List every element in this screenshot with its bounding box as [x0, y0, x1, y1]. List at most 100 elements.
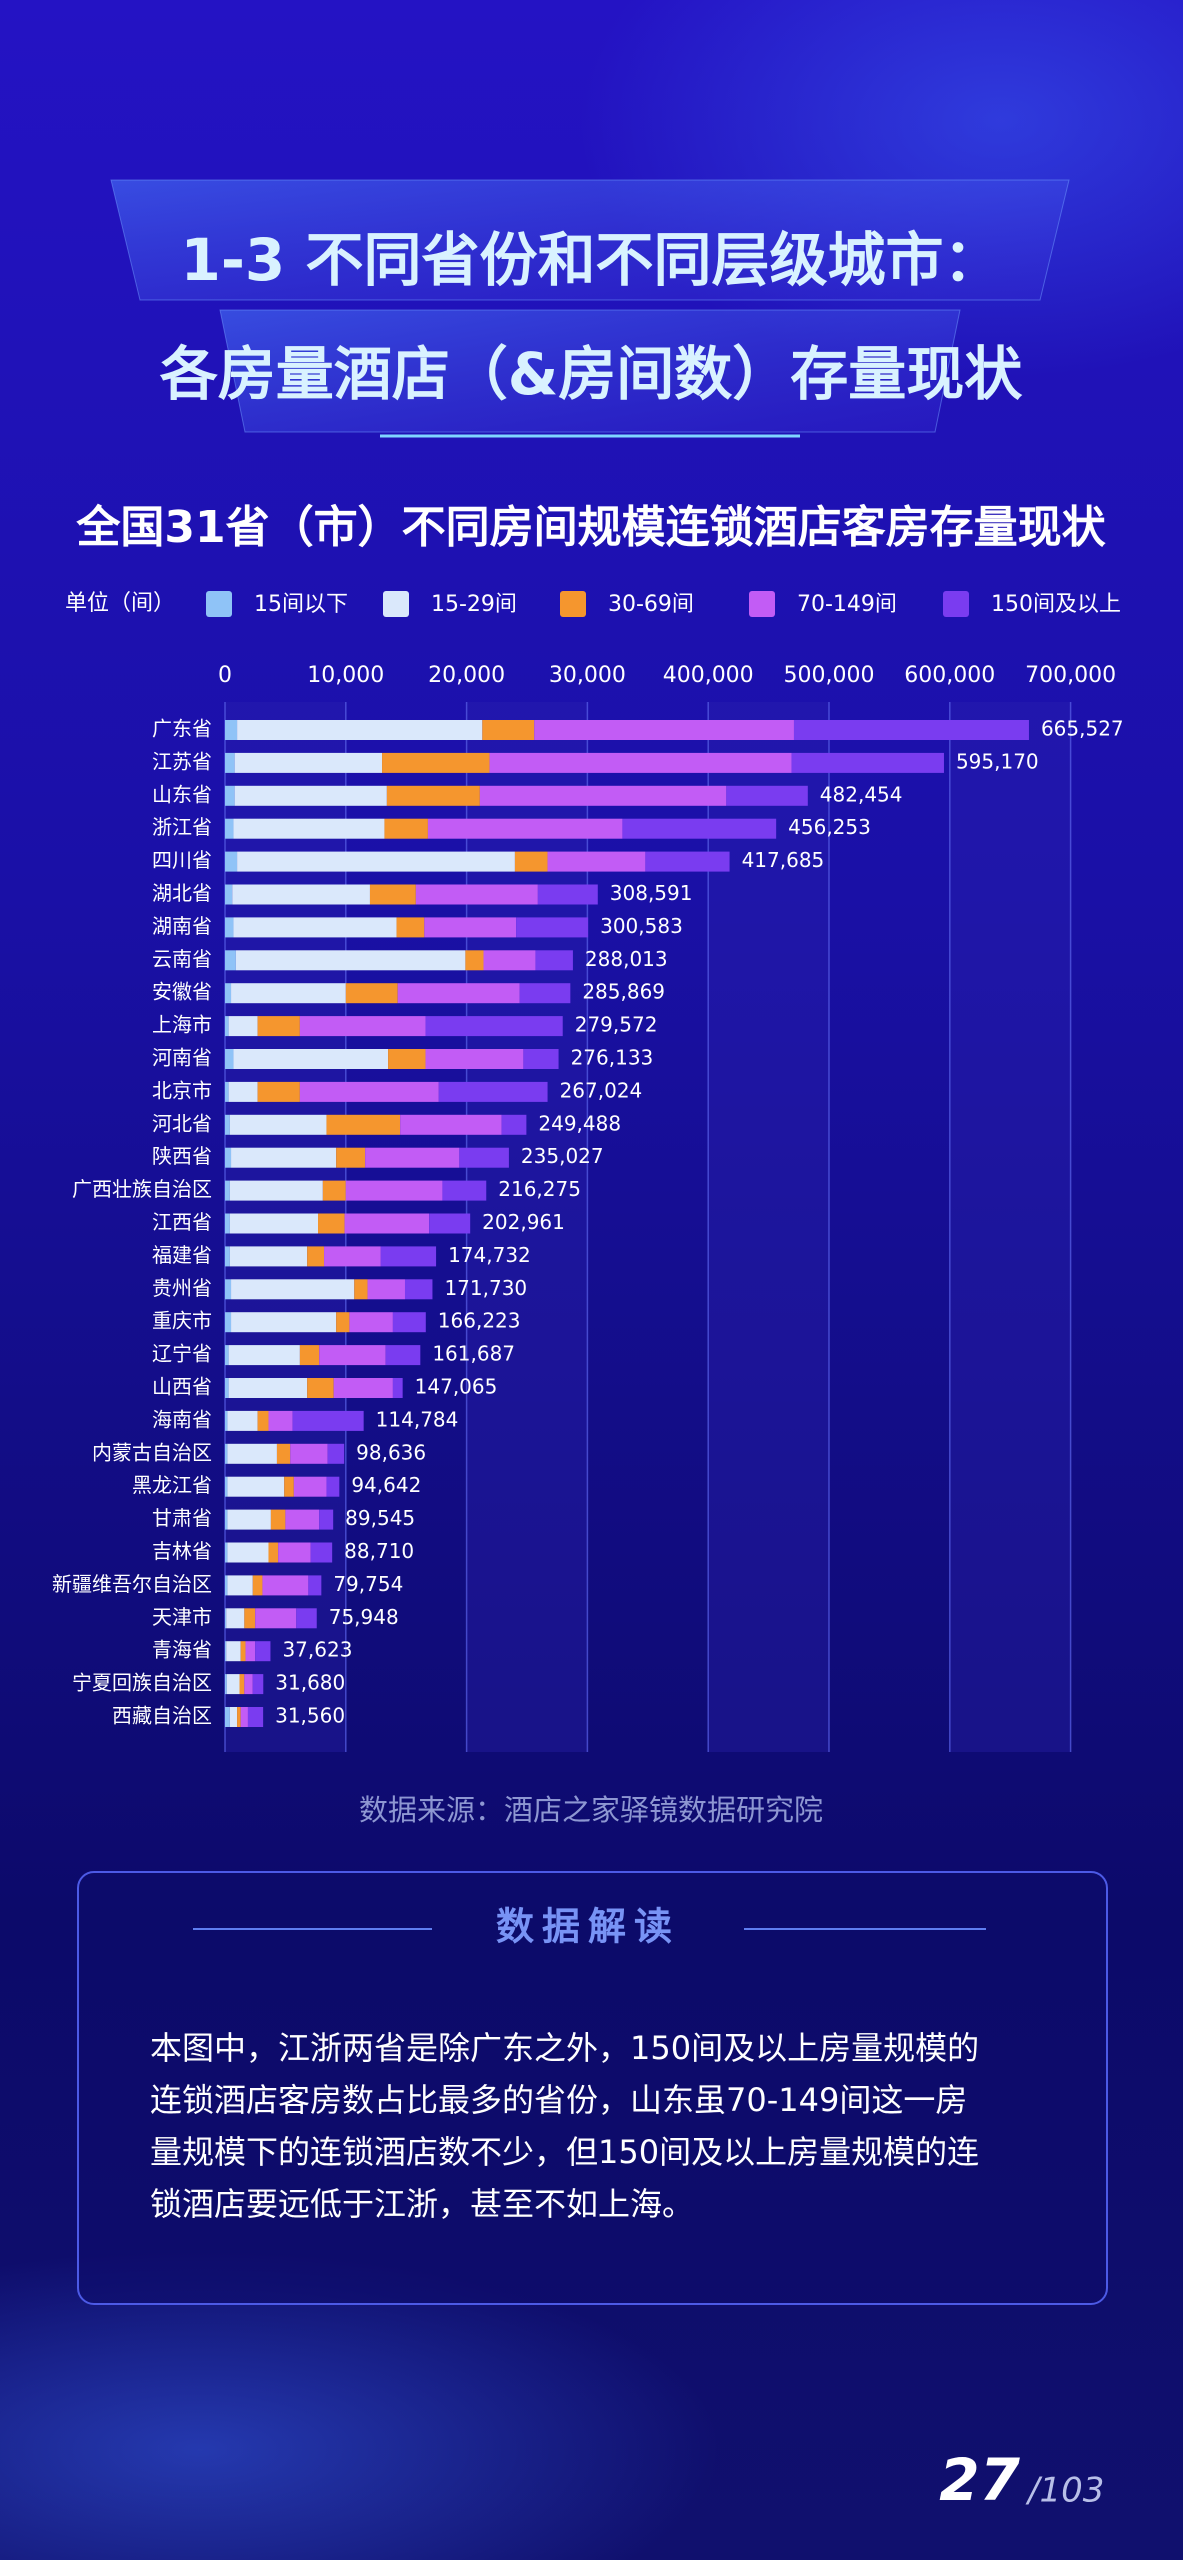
bar-segment: [397, 983, 520, 1004]
y-tick-label: 江西省: [152, 1210, 212, 1234]
bar-segment: [326, 1114, 401, 1135]
background-glow: [0, 2250, 720, 2560]
y-tick-label: 山西省: [152, 1375, 212, 1399]
bar-segment: [276, 1443, 291, 1464]
total-label: 267,024: [560, 1078, 643, 1102]
total-label: 94,642: [351, 1473, 421, 1497]
x-tick-label: 20,000: [428, 663, 505, 688]
y-tick-label: 上海市: [152, 1013, 212, 1037]
bar-segment: [234, 785, 387, 806]
bar-segment: [231, 983, 346, 1004]
bar-segment: [225, 1246, 230, 1267]
bar-segment: [225, 1147, 232, 1168]
x-tick-label: 0: [218, 663, 232, 688]
y-tick-label: 安徽省: [152, 980, 212, 1004]
bar-segment: [257, 1016, 300, 1037]
y-tick-label: 天津市: [152, 1605, 212, 1629]
bar-segment: [442, 1180, 487, 1201]
total-label: 279,572: [575, 1013, 658, 1037]
bar-segment: [345, 1180, 443, 1201]
bar-segment: [225, 1279, 232, 1300]
bar-segment: [225, 851, 238, 872]
bar-segment: [483, 950, 536, 971]
bar-segment: [247, 1707, 264, 1727]
bar-segment: [459, 1147, 509, 1168]
interpretation-line: 本图中，江浙两省是除广东之外，150间及以上房量规模的: [150, 2029, 979, 2067]
bar-segment: [489, 752, 792, 773]
y-tick-label: 西藏自治区: [112, 1704, 212, 1728]
bar-segment: [255, 1641, 271, 1662]
bar-segment: [244, 1608, 256, 1629]
bar-segment: [793, 720, 1029, 740]
interpretation-text: 本图中，江浙两省是除广东之外，150间及以上房量规模的连锁酒店客房数占比最多的省…: [150, 2029, 979, 2223]
y-tick-label: 山东省: [152, 782, 212, 806]
bar-segment: [225, 818, 234, 839]
y-tick-label: 广西壮族自治区: [72, 1177, 212, 1201]
bar-segment: [268, 1542, 279, 1563]
total-label: 482,454: [820, 782, 903, 806]
bar-segment: [225, 1575, 228, 1596]
legend-label: 15-29间: [431, 592, 517, 617]
bar-segment: [231, 1312, 337, 1333]
bar-segment: [227, 1542, 269, 1563]
total-label: 31,680: [275, 1671, 345, 1695]
legend-label: 70-149间: [797, 592, 897, 617]
total-label: 595,170: [956, 749, 1039, 773]
y-tick-label: 新疆维吾尔自治区: [52, 1572, 212, 1596]
bar-segment: [240, 1641, 246, 1662]
x-tick-label: 700,000: [1025, 663, 1116, 688]
bar-segment: [479, 785, 727, 806]
bar-segment: [227, 1443, 277, 1464]
bar-segment: [228, 1016, 258, 1037]
bar-segment: [284, 1476, 294, 1497]
x-tick-label: 500,000: [784, 663, 875, 688]
bar-segment: [482, 720, 535, 740]
bar-segment: [354, 1279, 368, 1300]
legend-swatch: [943, 591, 969, 617]
interpretation-title: 数据解读: [496, 1905, 680, 1949]
total-label: 37,623: [282, 1638, 352, 1662]
y-tick-label: 青海省: [152, 1638, 212, 1662]
page-total: /103: [1025, 2471, 1104, 2511]
bar-segment: [622, 818, 777, 839]
bar-segment: [386, 785, 480, 806]
bar-segment: [535, 950, 573, 971]
bar-segment: [384, 818, 428, 839]
total-label: 161,687: [432, 1342, 515, 1366]
bar-segment: [547, 851, 646, 872]
bar-segment: [233, 1049, 389, 1069]
y-tick-label: 浙江省: [152, 815, 212, 839]
bar-segment: [365, 1147, 460, 1168]
bar-segment: [285, 1509, 320, 1530]
y-tick-label: 河北省: [152, 1111, 212, 1135]
total-label: 216,275: [498, 1177, 581, 1201]
bar-segment: [438, 1081, 548, 1102]
bar-segment: [228, 1081, 258, 1102]
y-tick-label: 吉林省: [152, 1539, 212, 1563]
bar-segment: [385, 1345, 421, 1366]
bar-segment: [225, 1641, 227, 1662]
total-label: 202,961: [482, 1210, 565, 1234]
bar-segment: [225, 1542, 228, 1563]
total-label: 276,133: [571, 1046, 654, 1070]
grid-band: [708, 702, 829, 1752]
bar-segment: [225, 1674, 227, 1695]
bar-segment: [501, 1114, 527, 1135]
total-label: 235,027: [521, 1144, 604, 1168]
x-tick-label: 600,000: [904, 663, 995, 688]
x-tick-label: 400,000: [663, 663, 754, 688]
bar-segment: [404, 1279, 433, 1300]
bar-segment: [228, 1345, 300, 1366]
header-title: 1-3 不同省份和不同层级城市：: [181, 226, 1002, 294]
y-tick-label: 四川省: [152, 848, 212, 872]
bar-segment: [318, 1213, 345, 1234]
legend-label: 30-69间: [608, 592, 694, 617]
total-label: 456,253: [788, 815, 871, 839]
x-tick-label: 30,000: [549, 663, 626, 688]
bar-segment: [225, 1410, 228, 1431]
bar-segment: [225, 1476, 228, 1497]
bar-segment: [427, 818, 623, 839]
bar-segment: [396, 917, 425, 938]
total-label: 417,685: [742, 848, 825, 872]
bar-segment: [252, 1674, 264, 1695]
